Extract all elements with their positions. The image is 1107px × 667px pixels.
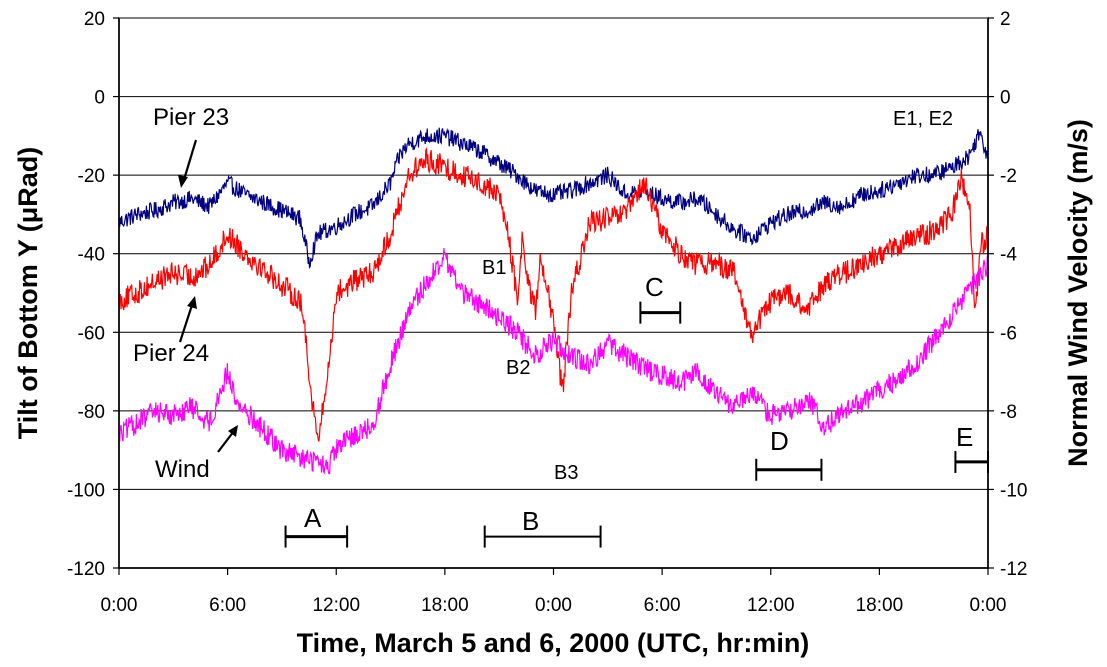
y-tick-right-3: -4: [1000, 245, 1017, 266]
label-e1e2: E1, E2: [893, 108, 953, 130]
label-b3: B3: [554, 462, 578, 484]
y-tick-left-1: 0: [94, 88, 105, 109]
annotations: Pier 23 Pier 24 Wind E1, E2 B1 B2 B3 A B…: [133, 104, 973, 536]
arrow-wind: [217, 430, 235, 453]
x-tick-7: 18:00: [856, 595, 904, 616]
label-interval-c: C: [645, 272, 664, 302]
y-tick-left-6: -100: [67, 480, 105, 501]
y-tick-left-0: 20: [84, 9, 105, 30]
y-tick-right-6: -10: [1000, 480, 1027, 501]
y-tick-right-7: -12: [1000, 559, 1027, 580]
y-tick-right-1: 0: [1000, 88, 1011, 109]
y-axis-title-left: Tilt of Bottom Y (μRad): [13, 147, 43, 440]
y-tick-right-0: 2: [1000, 9, 1011, 30]
label-b2: B2: [506, 357, 530, 379]
x-tick-1: 6:00: [209, 595, 246, 616]
x-axis-title: Time, March 5 and 6, 2000 (UTC, hr:min): [297, 628, 810, 658]
series-wind: [118, 247, 989, 475]
x-tick-0: 0:00: [101, 595, 138, 616]
series-pier-24: [118, 147, 989, 442]
label-interval-d: D: [770, 426, 789, 456]
y-tick-right-5: -8: [1000, 402, 1017, 423]
label-pier23: Pier 23: [153, 104, 229, 131]
label-wind: Wind: [155, 456, 210, 483]
x-tick-4: 0:00: [535, 595, 572, 616]
plot-frame: [118, 17, 989, 569]
label-b1: B1: [482, 257, 506, 279]
x-tick-3: 18:00: [421, 595, 469, 616]
y-tick-right-4: -6: [1000, 323, 1017, 344]
y-tick-left-4: -60: [78, 323, 105, 344]
label-interval-e: E: [956, 422, 973, 452]
y-tick-right-2: -2: [1000, 166, 1017, 187]
label-pier24: Pier 24: [133, 340, 209, 367]
axes: [113, 17, 994, 575]
x-tick-5: 6:00: [644, 595, 681, 616]
series-group: [118, 127, 989, 475]
x-tick-2: 12:00: [312, 595, 360, 616]
arrowhead-wind: [228, 425, 238, 437]
arrowhead-pier23: [178, 175, 188, 188]
label-interval-a: A: [304, 503, 322, 533]
x-tick-6: 12:00: [747, 595, 795, 616]
y-tick-left-2: -20: [78, 166, 105, 187]
y-axis-title-right: Normal Wind Velocity (m/s): [1063, 119, 1093, 467]
label-interval-b: B: [522, 506, 539, 536]
y-tick-left-5: -80: [78, 402, 105, 423]
arrow-pier24: [178, 301, 195, 343]
tick-labels: 200-20-40-60-80-100-12020-2-4-6-8-10-120…: [67, 9, 1028, 616]
y-tick-left-3: -40: [78, 245, 105, 266]
x-tick-8: 0:00: [970, 595, 1007, 616]
series-pier-23: [118, 127, 989, 270]
arrowhead-pier24: [187, 296, 197, 309]
y-tick-left-7: -120: [67, 559, 105, 580]
interval-bars: [284, 301, 989, 548]
arrow-pier23: [181, 139, 198, 184]
grid: [119, 96, 988, 490]
